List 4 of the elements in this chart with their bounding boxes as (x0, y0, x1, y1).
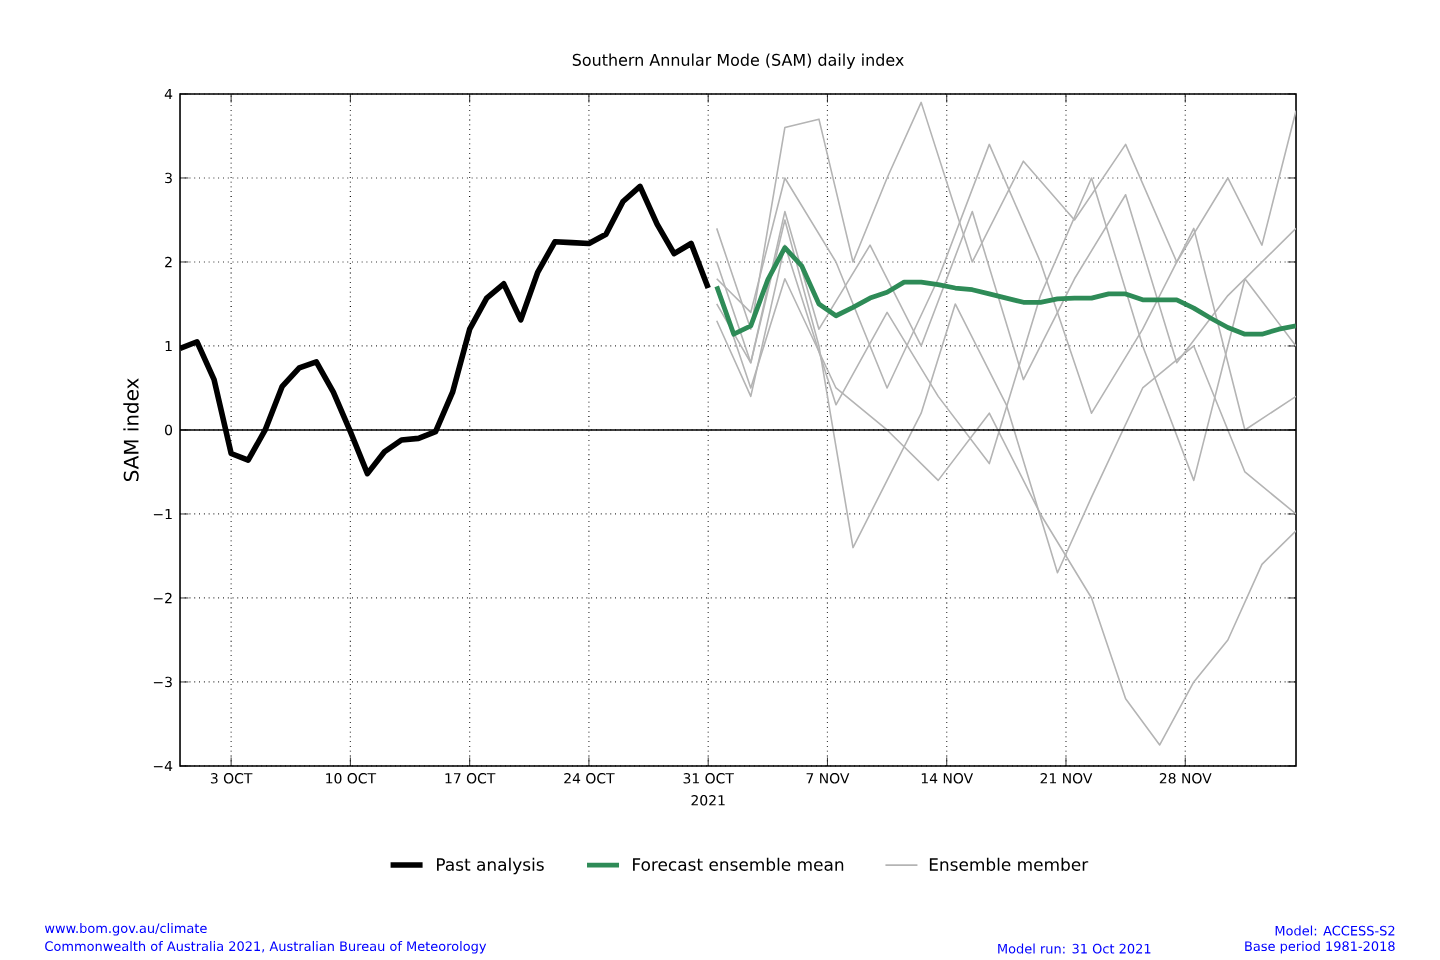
y-axis-title: SAM index (123, 378, 139, 481)
legend-label: Past analysis (437, 857, 544, 875)
legend-label: Forecast ensemble mean (633, 857, 844, 871)
legend-label: Ensemble member (929, 857, 1089, 871)
